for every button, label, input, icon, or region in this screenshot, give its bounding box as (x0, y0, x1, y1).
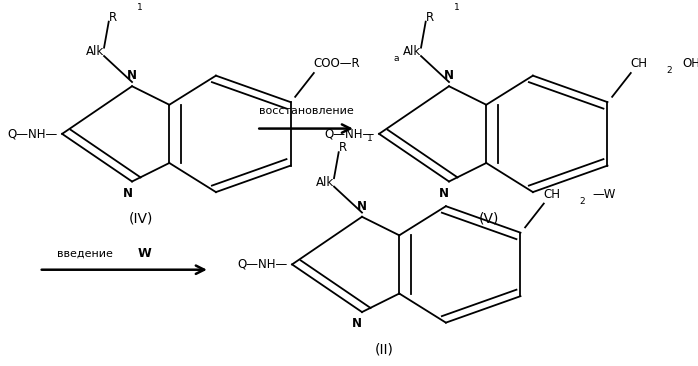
Text: восстановление: восстановление (259, 106, 353, 116)
Text: N: N (444, 69, 454, 82)
Text: введение: введение (57, 249, 113, 259)
Text: N: N (352, 317, 362, 330)
Text: Q—NH—: Q—NH— (7, 127, 57, 141)
Text: N: N (122, 187, 133, 200)
Text: a: a (393, 55, 399, 63)
Text: Alk: Alk (86, 45, 104, 58)
Text: 2: 2 (579, 197, 585, 206)
Text: 1: 1 (366, 134, 373, 143)
Text: —W: —W (592, 188, 616, 201)
Text: R: R (426, 11, 434, 24)
Text: Alk: Alk (403, 45, 421, 58)
Text: (IV): (IV) (129, 212, 154, 225)
Text: COO—R: COO—R (314, 57, 360, 70)
Text: (V): (V) (480, 212, 500, 225)
Text: 2: 2 (666, 66, 672, 75)
Text: 1: 1 (454, 3, 459, 12)
Text: CH: CH (544, 188, 560, 201)
Text: R: R (339, 142, 348, 154)
Text: N: N (357, 199, 367, 213)
Text: R: R (110, 11, 117, 24)
Text: N: N (127, 69, 137, 82)
Text: Alk: Alk (315, 176, 334, 189)
Text: N: N (439, 187, 450, 200)
Text: OH: OH (682, 57, 698, 70)
Text: CH: CH (631, 57, 648, 70)
Text: W: W (138, 247, 151, 260)
Text: (II): (II) (374, 342, 393, 356)
Text: Q—NH—: Q—NH— (237, 258, 288, 271)
Text: 1: 1 (137, 3, 142, 12)
Text: Q—NH—: Q—NH— (324, 127, 374, 141)
